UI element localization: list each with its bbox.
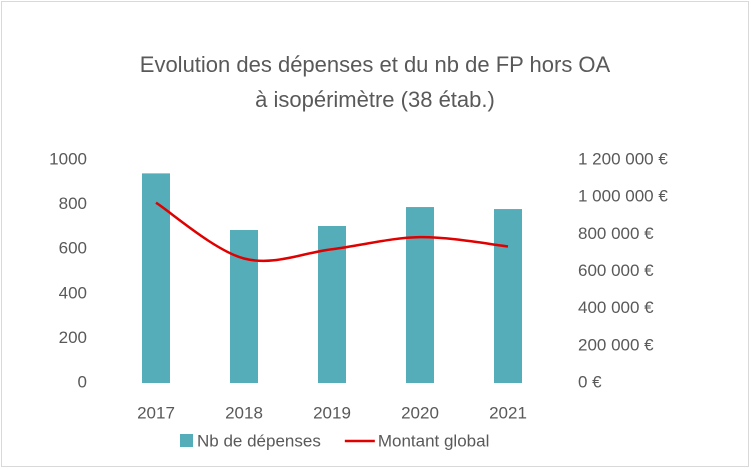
x-tick-label: 2019 — [313, 403, 351, 422]
bar — [230, 230, 258, 383]
y-tick-label: 600 — [59, 239, 87, 258]
bar — [406, 207, 434, 383]
y-tick-label: 200 — [59, 328, 87, 347]
y2-tick-label: 0 € — [578, 372, 602, 391]
chart-title: à isopérimètre (38 étab.) — [255, 87, 495, 112]
x-tick-label: 2017 — [137, 403, 175, 422]
x-tick-label: 2018 — [225, 403, 263, 422]
y-tick-label: 0 — [78, 372, 87, 391]
y2-tick-label: 400 000 € — [578, 298, 654, 317]
bar — [318, 226, 346, 383]
y-tick-label: 1000 — [49, 149, 87, 168]
y2-tick-label: 1 000 000 € — [578, 187, 668, 206]
chart-title: Evolution des dépenses et du nb de FP ho… — [140, 52, 611, 77]
bar — [142, 173, 170, 383]
y2-tick-label: 200 000 € — [578, 335, 654, 354]
bar — [494, 209, 522, 383]
y-tick-label: 400 — [59, 283, 87, 302]
y-tick-label: 800 — [59, 194, 87, 213]
x-tick-label: 2020 — [401, 403, 439, 422]
legend-label: Montant global — [378, 431, 490, 450]
y2-tick-label: 800 000 € — [578, 224, 654, 243]
x-tick-label: 2021 — [489, 403, 527, 422]
y2-tick-label: 1 200 000 € — [578, 149, 668, 168]
y2-tick-label: 600 000 € — [578, 261, 654, 280]
legend-swatch — [180, 434, 193, 447]
legend-label: Nb de dépenses — [197, 431, 321, 450]
line — [155, 201, 509, 263]
